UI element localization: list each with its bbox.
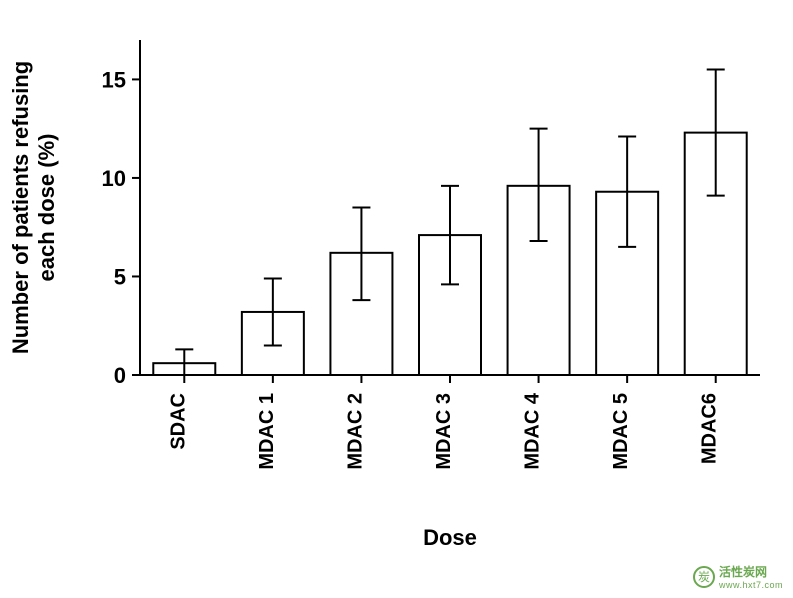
x-tick-label: MDAC 4 — [522, 392, 544, 470]
y-axis-title-line2: each dose (%) — [34, 134, 59, 282]
x-tick-label: SDAC — [167, 393, 189, 450]
x-axis-title: Dose — [423, 525, 477, 550]
x-tick-label: MDAC6 — [699, 393, 721, 464]
x-tick-label: MDAC 3 — [433, 393, 455, 470]
y-tick-label: 5 — [114, 264, 126, 289]
chart-container: 0 5 10 15 SDAC MDAC 1 MDAC 2 MDAC 3 MDAC 4 MDAC 5… — [0, 0, 793, 598]
watermark-subtext: www.hxt7.com — [719, 580, 783, 590]
watermark-text: 活性炭网 — [719, 563, 783, 580]
watermark: 炭 活性炭网 www.hxt7.com — [693, 563, 783, 590]
x-tick-label: MDAC 5 — [610, 393, 632, 470]
bar-chart: 0 5 10 15 SDAC MDAC 1 MDAC 2 MDAC 3 MDAC 4 MDAC 5… — [0, 0, 793, 598]
x-tick-label: MDAC 1 — [256, 393, 278, 470]
watermark-text-block: 活性炭网 www.hxt7.com — [719, 563, 783, 590]
y-tick-label: 15 — [102, 67, 126, 92]
y-axis-title-line1: Number of patients refusing — [8, 61, 33, 354]
x-tick-label: MDAC 2 — [344, 393, 366, 470]
y-tick-label: 10 — [102, 166, 126, 191]
watermark-icon: 炭 — [693, 566, 715, 588]
y-tick-label: 0 — [114, 363, 126, 388]
